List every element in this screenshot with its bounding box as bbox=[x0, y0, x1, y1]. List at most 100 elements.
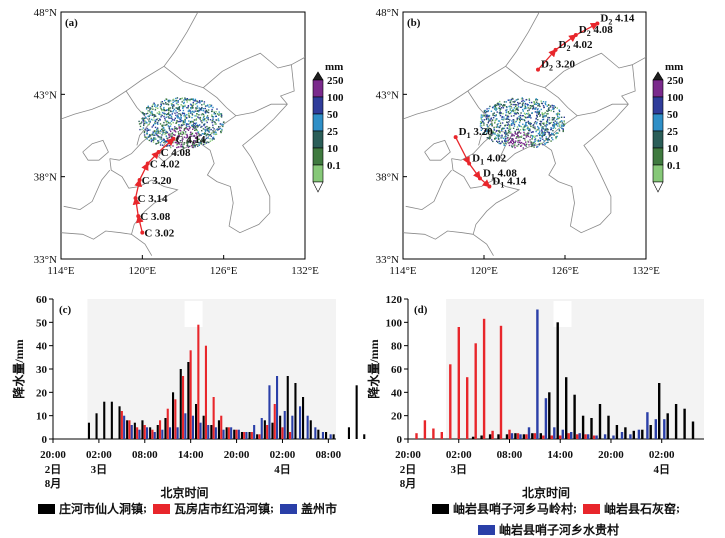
rain-dot bbox=[480, 116, 482, 118]
rain-dot bbox=[558, 129, 560, 131]
rain-dot bbox=[175, 114, 177, 116]
rain-dot bbox=[499, 125, 502, 127]
rain-dot bbox=[158, 136, 160, 138]
rain-dot bbox=[176, 107, 179, 110]
rain-dot bbox=[204, 130, 207, 133]
y-axis-label: 降水量/mm bbox=[11, 339, 26, 398]
bar bbox=[146, 427, 149, 439]
rain-dot bbox=[200, 141, 202, 143]
rain-dot bbox=[527, 140, 529, 142]
rain-dot bbox=[163, 106, 165, 109]
bar bbox=[624, 427, 627, 439]
rain-dot bbox=[217, 118, 220, 120]
rain-dot bbox=[552, 130, 554, 132]
bar bbox=[542, 435, 545, 439]
rain-dot bbox=[501, 129, 503, 131]
rain-dot bbox=[514, 105, 517, 108]
rain-dot bbox=[545, 124, 548, 126]
rain-dot bbox=[212, 119, 214, 121]
rain-dot bbox=[207, 104, 209, 106]
rain-dot bbox=[180, 118, 182, 120]
bar bbox=[556, 322, 559, 439]
rain-dot bbox=[537, 112, 540, 114]
rain-dot bbox=[182, 133, 185, 135]
x-tick-label: 08:00 bbox=[497, 449, 523, 461]
bar bbox=[559, 435, 562, 439]
bar bbox=[612, 435, 615, 439]
rain-dot bbox=[206, 125, 208, 128]
rain-dot bbox=[516, 119, 518, 121]
bar bbox=[347, 427, 350, 439]
rain-dot bbox=[527, 132, 529, 134]
rain-dot bbox=[505, 138, 507, 140]
rain-dot bbox=[528, 122, 531, 124]
bar bbox=[126, 420, 129, 439]
track-label-time: 4.02 bbox=[484, 152, 507, 164]
rain-dot bbox=[499, 111, 501, 113]
rain-dot bbox=[510, 141, 512, 143]
rain-dot bbox=[497, 123, 499, 125]
track-label: C 3.02 bbox=[144, 228, 174, 240]
rain-dot bbox=[497, 102, 499, 104]
rain-dot bbox=[511, 124, 513, 126]
rain-dot bbox=[534, 126, 536, 128]
colorbar-segment bbox=[652, 113, 664, 132]
rain-dot bbox=[520, 98, 523, 100]
rain-dot bbox=[523, 125, 526, 127]
rain-dot bbox=[505, 101, 507, 103]
rain-dot bbox=[516, 99, 518, 101]
rain-dot bbox=[221, 128, 223, 131]
rain-dot bbox=[153, 114, 155, 116]
rain-dot bbox=[165, 103, 167, 105]
rain-dot bbox=[514, 100, 516, 102]
rain-dot bbox=[202, 118, 204, 120]
rain-dot bbox=[193, 125, 196, 127]
track-label: D1 4.14 bbox=[492, 176, 526, 190]
rain-dot bbox=[541, 131, 544, 133]
rain-dot bbox=[204, 129, 206, 131]
legend-item: 岫岩县石灰窑; bbox=[583, 500, 680, 517]
rain-dot bbox=[187, 105, 190, 107]
bar bbox=[595, 435, 598, 439]
track-label-letter: D bbox=[600, 13, 608, 25]
rain-dot bbox=[188, 122, 191, 125]
legend-label: 岫岩县石灰窑 bbox=[604, 502, 677, 516]
rain-dot bbox=[192, 101, 194, 104]
rain-dot bbox=[513, 141, 515, 143]
rain-dot bbox=[491, 124, 493, 126]
rain-dot bbox=[156, 128, 158, 131]
province-boundary-1 bbox=[61, 12, 199, 120]
rain-dot bbox=[546, 113, 548, 115]
rain-dot bbox=[195, 127, 197, 129]
rain-dot bbox=[150, 108, 152, 110]
y-tick-label: 0 bbox=[42, 434, 48, 446]
rain-dot bbox=[488, 138, 491, 140]
rain-dot bbox=[527, 133, 530, 135]
bar bbox=[519, 434, 522, 439]
rain-dot bbox=[517, 112, 519, 115]
rain-dot bbox=[200, 140, 202, 142]
rain-dot bbox=[559, 121, 561, 123]
rain-dot bbox=[539, 124, 542, 126]
rain-dot bbox=[544, 115, 546, 118]
bar bbox=[666, 413, 669, 439]
rain-dot bbox=[519, 129, 522, 131]
rain-dot bbox=[184, 104, 186, 107]
bar bbox=[204, 345, 207, 439]
rain-dot bbox=[177, 100, 179, 102]
rain-dot bbox=[173, 100, 176, 102]
rain-dot bbox=[532, 142, 535, 144]
bar bbox=[423, 420, 427, 439]
rain-dot bbox=[158, 113, 161, 116]
rain-dot bbox=[142, 127, 145, 129]
rain-dot bbox=[196, 136, 198, 138]
rain-dot bbox=[152, 103, 154, 106]
rain-dot bbox=[491, 119, 494, 122]
bar bbox=[172, 392, 175, 439]
lon-tick-label: 120°E bbox=[129, 265, 157, 277]
rain-dot bbox=[543, 131, 546, 133]
rain-dot bbox=[165, 120, 167, 122]
track-label-letter: D bbox=[492, 176, 500, 188]
rain-dot bbox=[210, 105, 212, 107]
